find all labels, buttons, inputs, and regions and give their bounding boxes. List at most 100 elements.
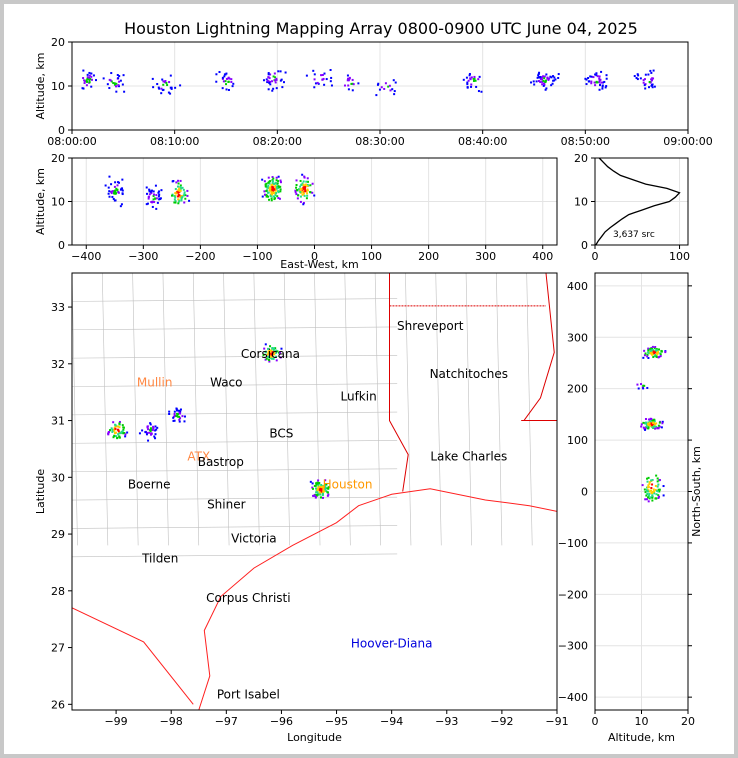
source-point bbox=[276, 185, 279, 188]
source-point bbox=[148, 431, 151, 434]
source-point bbox=[184, 194, 187, 197]
source-point bbox=[151, 429, 154, 432]
y-tick-label: 33 bbox=[51, 301, 65, 314]
y-tick-label: −100 bbox=[558, 537, 588, 550]
source-point bbox=[662, 485, 665, 488]
source-point bbox=[178, 415, 181, 418]
source-point bbox=[262, 354, 265, 357]
source-point bbox=[168, 412, 171, 415]
source-point bbox=[294, 189, 297, 192]
source-point bbox=[145, 433, 148, 436]
x-axis-label: Altitude, km bbox=[608, 731, 675, 744]
source-point bbox=[311, 482, 314, 485]
source-point bbox=[121, 430, 124, 433]
source-point bbox=[550, 84, 553, 87]
source-point bbox=[304, 183, 307, 186]
source-point bbox=[322, 488, 325, 491]
county-border bbox=[102, 273, 109, 546]
source-point bbox=[301, 193, 304, 196]
source-point bbox=[304, 186, 307, 189]
y-tick-label: 0 bbox=[58, 239, 65, 252]
source-point bbox=[391, 88, 394, 91]
source-point bbox=[161, 78, 164, 81]
source-point bbox=[177, 191, 180, 194]
source-point bbox=[301, 173, 304, 176]
source-point bbox=[158, 198, 161, 201]
axes-frame bbox=[71, 272, 558, 711]
source-point bbox=[155, 197, 158, 200]
source-point bbox=[327, 493, 330, 496]
source-point bbox=[279, 70, 282, 73]
source-point bbox=[647, 476, 650, 479]
source-point bbox=[654, 488, 657, 491]
source-point bbox=[90, 85, 93, 88]
source-point bbox=[650, 487, 653, 490]
source-point bbox=[605, 77, 608, 80]
source-point bbox=[299, 185, 302, 188]
source-point bbox=[640, 383, 643, 386]
source-point bbox=[275, 359, 278, 362]
source-point bbox=[643, 354, 646, 357]
y-tick-label: 10 bbox=[51, 80, 65, 93]
source-point bbox=[649, 69, 652, 72]
source-point bbox=[649, 349, 652, 352]
source-point bbox=[269, 80, 272, 83]
source-point bbox=[117, 84, 120, 87]
source-point bbox=[657, 494, 660, 497]
source-point bbox=[646, 425, 649, 428]
source-point bbox=[320, 496, 323, 499]
source-point bbox=[633, 75, 636, 78]
source-point bbox=[115, 187, 118, 190]
source-point bbox=[659, 352, 662, 355]
source-point bbox=[82, 77, 85, 80]
source-point bbox=[320, 483, 323, 486]
source-point bbox=[268, 351, 271, 354]
source-point bbox=[177, 193, 180, 196]
source-point bbox=[273, 353, 276, 356]
x-tick-label: 400 bbox=[532, 250, 553, 263]
source-point bbox=[537, 79, 540, 82]
source-point bbox=[183, 191, 186, 194]
source-point bbox=[176, 414, 179, 417]
source-point bbox=[644, 418, 647, 421]
source-point bbox=[168, 410, 171, 413]
source-point bbox=[378, 88, 381, 91]
source-point bbox=[647, 484, 650, 487]
source-point bbox=[303, 187, 306, 190]
source-point bbox=[166, 84, 169, 87]
source-point bbox=[112, 82, 115, 85]
county-border bbox=[314, 273, 321, 546]
source-point bbox=[276, 195, 279, 198]
source-point bbox=[377, 82, 380, 85]
x-tick-label: −300 bbox=[128, 250, 158, 263]
source-point bbox=[658, 421, 661, 424]
source-point bbox=[149, 190, 152, 193]
source-point bbox=[111, 428, 114, 431]
source-point bbox=[279, 179, 282, 182]
source-point bbox=[655, 348, 658, 351]
source-point bbox=[179, 84, 182, 87]
source-point bbox=[118, 75, 121, 78]
source-point bbox=[596, 75, 599, 78]
source-point bbox=[644, 491, 647, 494]
source-point bbox=[321, 492, 324, 495]
source-point bbox=[314, 82, 317, 85]
source-point bbox=[271, 191, 274, 194]
source-point bbox=[652, 349, 655, 352]
source-point bbox=[320, 488, 323, 491]
source-point bbox=[394, 81, 397, 84]
city-label: ATX bbox=[187, 449, 210, 463]
source-point bbox=[647, 421, 650, 424]
county-border bbox=[72, 298, 398, 302]
source-point bbox=[276, 183, 279, 186]
source-point bbox=[275, 349, 278, 352]
source-point bbox=[543, 83, 546, 86]
source-point bbox=[278, 351, 281, 354]
source-point bbox=[173, 414, 176, 417]
source-point bbox=[653, 420, 656, 423]
source-point bbox=[324, 479, 327, 482]
source-point bbox=[90, 72, 93, 75]
source-point bbox=[309, 184, 312, 187]
source-point bbox=[177, 189, 180, 192]
source-point bbox=[224, 80, 227, 83]
